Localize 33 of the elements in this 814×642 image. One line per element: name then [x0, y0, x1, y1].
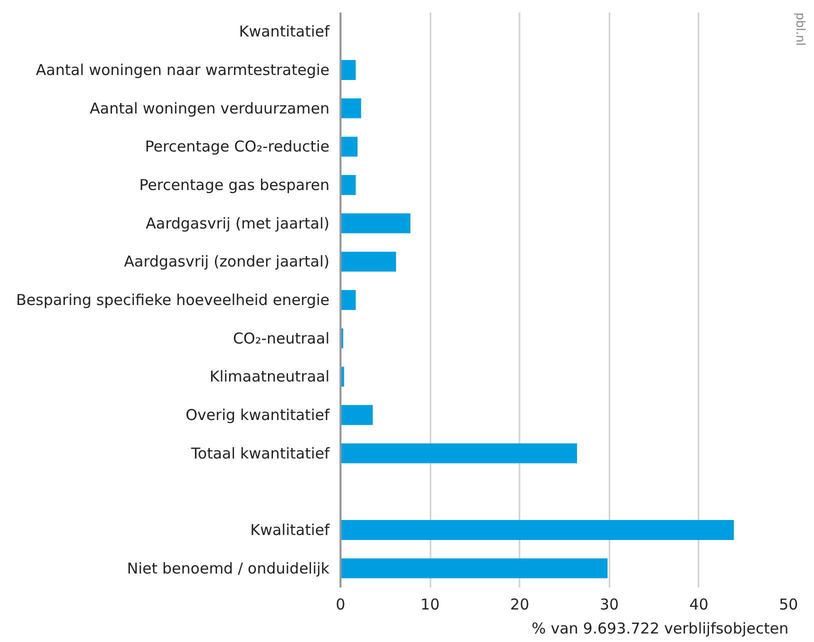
y-tick-label: Percentage gas besparen [139, 176, 330, 194]
y-tick-label: Aardgasvrij (zonder jaartal) [124, 252, 330, 271]
y-tick-label: Totaal kwantitatief [190, 444, 330, 462]
bar [340, 443, 578, 464]
x-tick-label: 30 [600, 596, 619, 614]
bar [340, 558, 608, 578]
x-tick-label: 0 [336, 596, 346, 614]
y-tick-label: Klimaatneutraal [210, 368, 330, 386]
y-tick-label: Aantal woningen verduurzamen [90, 99, 330, 118]
text: pbl.nl [794, 12, 808, 46]
bar [340, 98, 362, 118]
bar [340, 520, 734, 540]
bar [340, 290, 356, 310]
y-tick-label: Besparing specifieke hoeveelheid energie [16, 291, 330, 309]
x-tick-label: 20 [510, 596, 530, 614]
bar [340, 60, 356, 80]
bar [340, 252, 396, 272]
bar [340, 175, 356, 195]
y-tick-label: Overig kwantitatief [186, 406, 330, 424]
y-tick-label: Kwantitatief [239, 22, 330, 41]
y-tick-label: Niet benoemd / onduidelijk [127, 559, 330, 578]
y-tick-label: Aardgasvrij (met jaartal) [146, 214, 330, 232]
bar [340, 136, 358, 157]
x-axis-title: % van 9.693.722 verblijfsobjecten [532, 620, 789, 638]
x-tick-label: 50 [778, 596, 798, 614]
y-tick-label: Percentage CO₂-reductie [145, 138, 330, 156]
x-tick-label: 40 [689, 596, 708, 614]
y-tick-label: CO₂-neutraal [232, 329, 330, 348]
bar [340, 405, 373, 425]
bar [340, 213, 410, 234]
y-tick-label: Kwalitatief [250, 521, 330, 539]
x-tick-label: 10 [420, 596, 440, 614]
y-tick-label: Aantal woningen naar warmtestrategie [36, 61, 330, 79]
